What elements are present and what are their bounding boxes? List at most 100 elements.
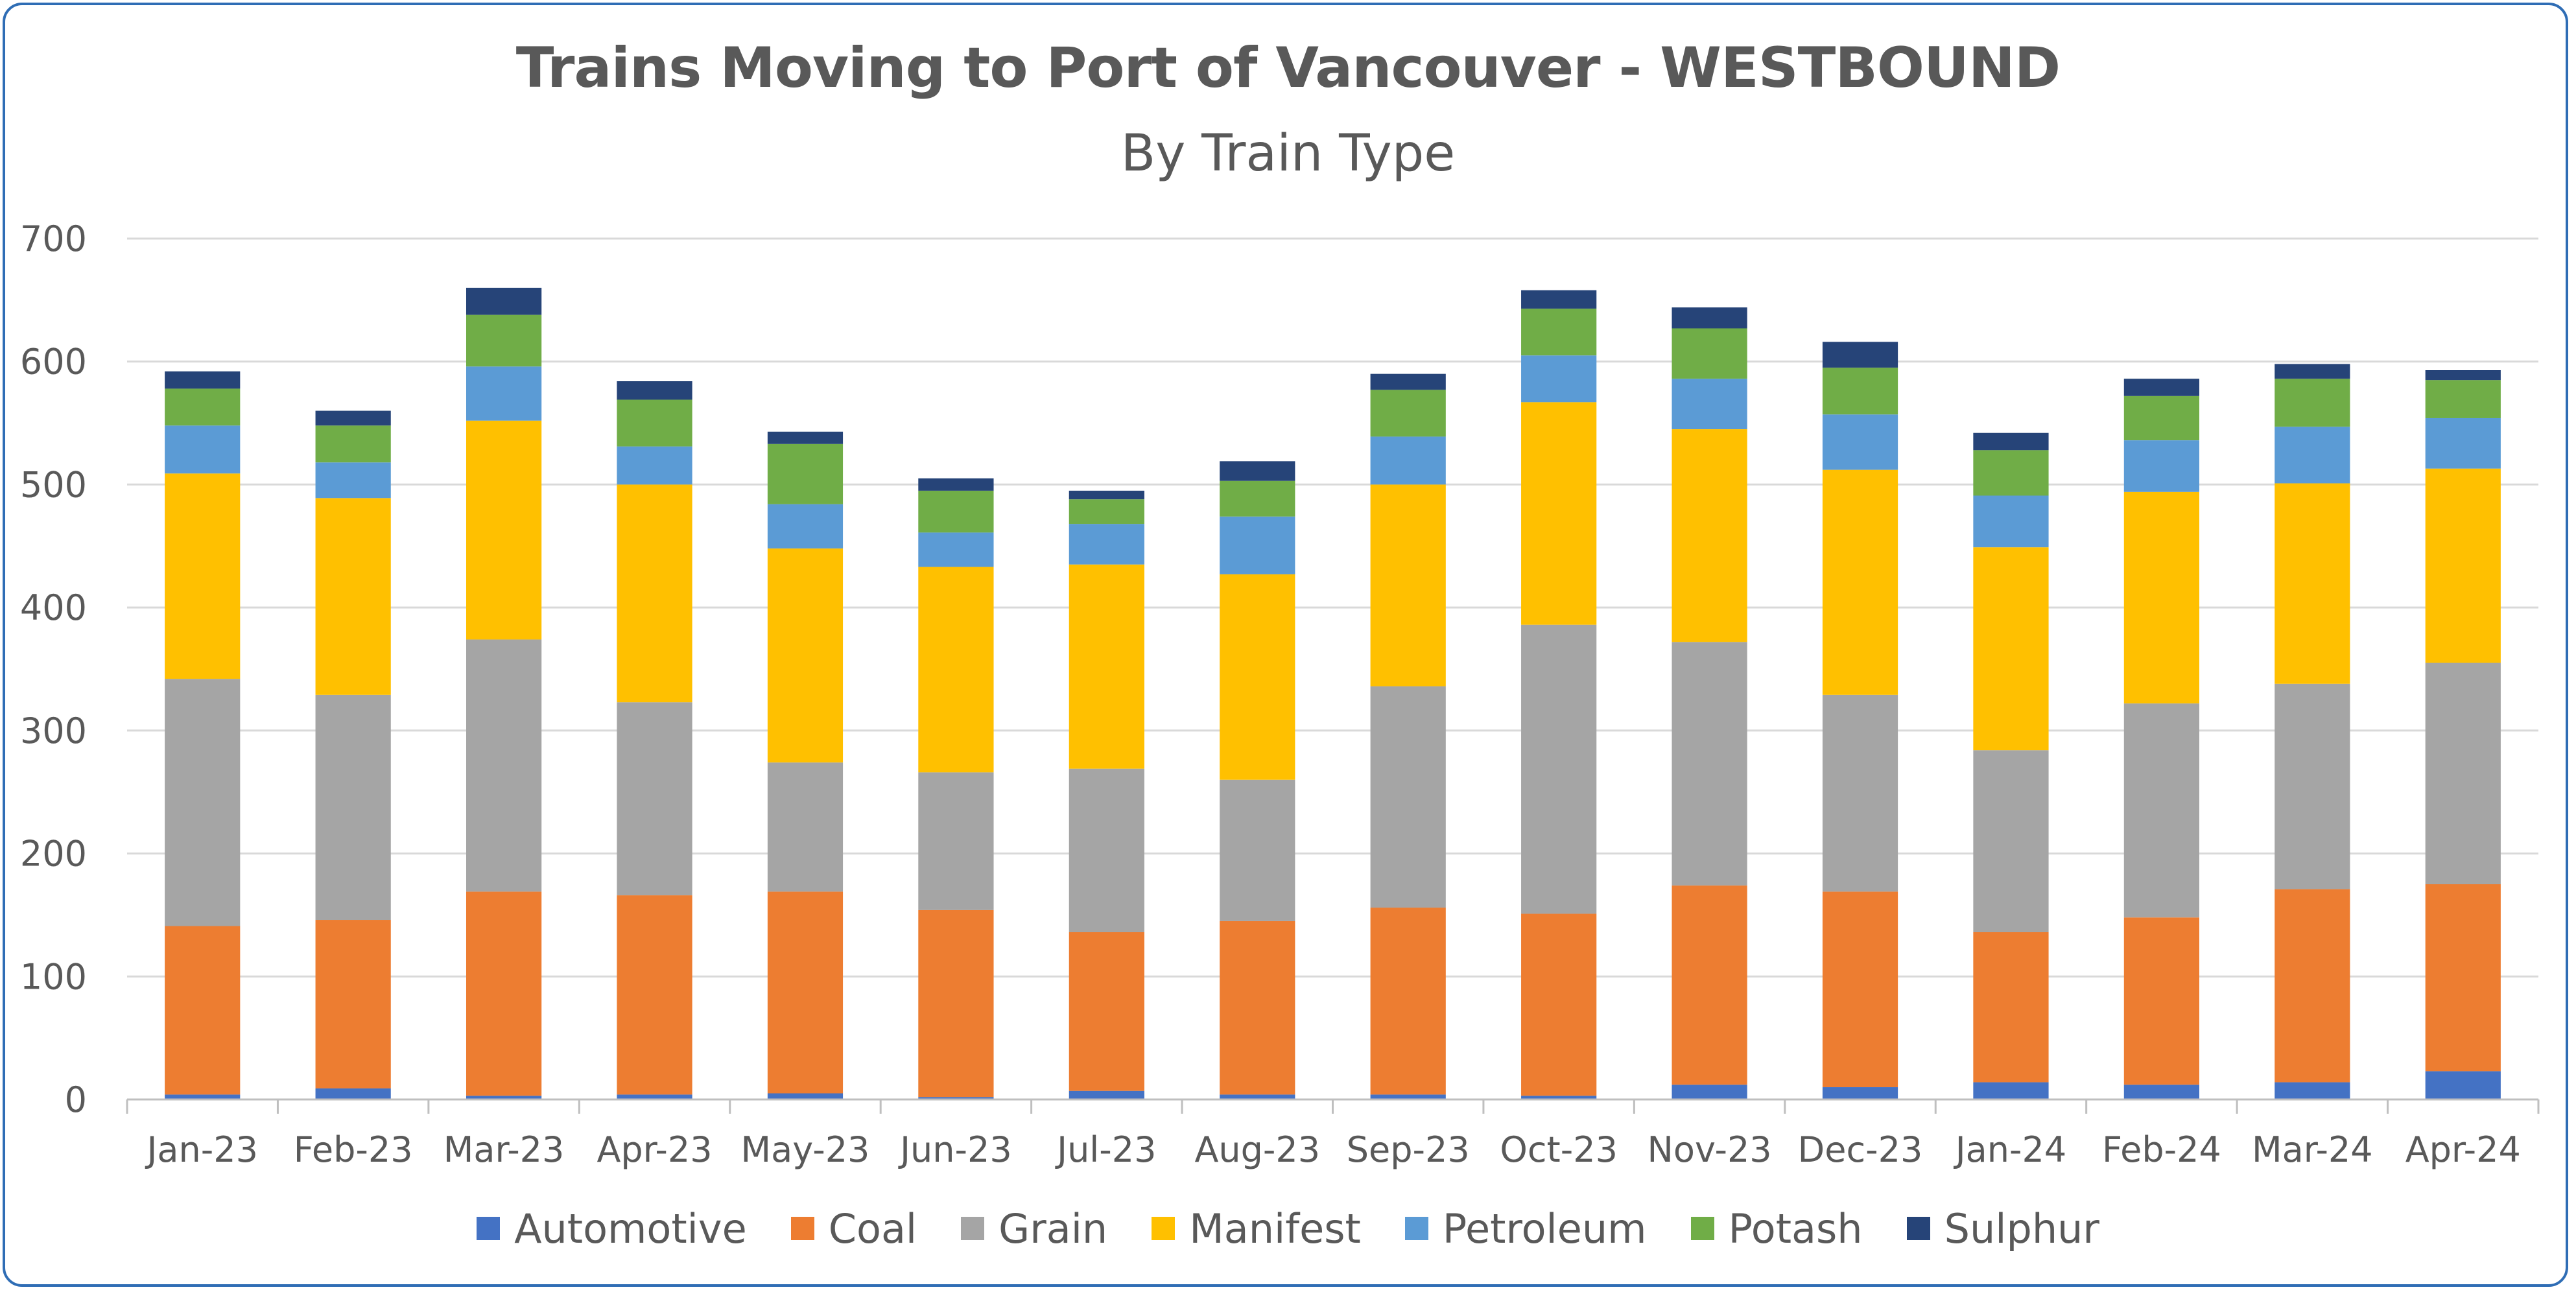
bar-segment-manifest: [1672, 429, 1747, 642]
bar-segment-petroleum: [2275, 427, 2350, 484]
bar-segment-potash: [1973, 450, 2049, 496]
x-tick-label: Nov-23: [1648, 1129, 1772, 1170]
bar-segment-grain: [1672, 642, 1747, 886]
bar-segment-grain: [1069, 768, 1144, 932]
bar-segment-petroleum: [466, 366, 542, 421]
bar-segment-manifest: [2275, 483, 2350, 684]
bar-segment-potash: [165, 388, 241, 426]
legend-label: Grain: [998, 1204, 1108, 1252]
bar-segment-potash: [1822, 368, 1898, 415]
bar-segment-petroleum: [315, 462, 391, 499]
bar-segment-manifest: [767, 548, 844, 763]
bar-segment-coal: [1822, 891, 1898, 1088]
bar-segment-sulphur: [767, 431, 844, 444]
legend-item-grain: Grain: [961, 1205, 1107, 1252]
bar-segment-manifest: [617, 484, 692, 703]
bar-segment-automotive: [918, 1097, 994, 1099]
bar-segment-potash: [2275, 379, 2350, 427]
bar-segment-coal: [918, 910, 994, 1098]
x-tick-label: Feb-24: [2102, 1129, 2221, 1170]
bar-segment-automotive: [1370, 1094, 1446, 1099]
y-axis-ticks: 0 100 200 300 400 500 600 700: [20, 218, 87, 1120]
bar-segment-manifest: [1973, 547, 2049, 751]
bar-segment-automotive: [617, 1094, 692, 1099]
bar-segment-coal: [617, 895, 692, 1095]
legend-label: Automotive: [514, 1204, 747, 1252]
bar-segment-grain: [1220, 779, 1295, 921]
x-tick-label: Jan-23: [145, 1129, 257, 1170]
bar-segment-potash: [466, 314, 542, 367]
bar-segment-petroleum: [767, 504, 844, 549]
bar-segment-automotive: [1069, 1090, 1144, 1099]
bar-segment-petroleum: [1370, 436, 1446, 485]
bar-segment-coal: [767, 891, 844, 1094]
bar-segment-potash: [918, 490, 994, 533]
bar-segment-coal: [1069, 932, 1144, 1091]
y-tick-label: 200: [20, 834, 87, 875]
bar-segment-potash: [1370, 390, 1446, 437]
legend-swatch: [790, 1217, 814, 1240]
x-tick-label: Mar-24: [2252, 1129, 2373, 1170]
bar-segment-coal: [466, 891, 542, 1096]
bar-segment-automotive: [1521, 1096, 1597, 1099]
legend-swatch: [1404, 1217, 1428, 1240]
bar-segment-coal: [1521, 913, 1597, 1096]
bar-segment-automotive: [1973, 1082, 2049, 1099]
x-tick-label: Mar-23: [443, 1129, 565, 1170]
bar-segment-automotive: [165, 1094, 241, 1099]
bar-segment-sulphur: [918, 478, 994, 491]
bar-segment-sulphur: [165, 371, 241, 389]
bar-segment-sulphur: [617, 381, 692, 400]
bar-segment-sulphur: [1822, 342, 1898, 368]
bar-segment-coal: [1672, 885, 1747, 1085]
bar-segment-sulphur: [2275, 364, 2350, 379]
y-tick-label: 600: [20, 342, 87, 382]
legend-swatch: [477, 1217, 501, 1240]
bar-segment-grain: [617, 702, 692, 896]
bar-segment-grain: [466, 639, 542, 892]
bar-segment-grain: [2425, 663, 2501, 884]
x-tick-label: Apr-24: [2405, 1129, 2521, 1170]
x-tick-label: Apr-23: [597, 1129, 712, 1170]
chart-title: Trains Moving to Port of Vancouver - WES…: [515, 36, 2061, 100]
legend-swatch: [1152, 1217, 1176, 1240]
bar-segment-potash: [1220, 480, 1295, 517]
bar-segment-coal: [2123, 917, 2200, 1085]
bars: [165, 287, 2501, 1099]
bar-segment-coal: [315, 920, 391, 1088]
bar-segment-potash: [617, 399, 692, 447]
bar-segment-grain: [315, 694, 391, 921]
x-tick-label: Aug-23: [1194, 1129, 1320, 1170]
bar-segment-automotive: [2275, 1082, 2350, 1099]
bar-segment-petroleum: [1822, 414, 1898, 470]
legend-label: Sulphur: [1944, 1204, 2099, 1252]
bar-segment-sulphur: [315, 410, 391, 426]
bar-segment-grain: [1521, 624, 1597, 914]
legend-item-coal: Coal: [790, 1204, 917, 1252]
bar-segment-petroleum: [617, 446, 692, 485]
bar-segment-grain: [918, 772, 994, 910]
bar-segment-petroleum: [1521, 355, 1597, 403]
legend-label: Coal: [828, 1204, 917, 1252]
bar-segment-petroleum: [1069, 524, 1144, 565]
bar-segment-automotive: [466, 1096, 542, 1099]
x-tick-label: Jan-24: [1954, 1129, 2066, 1170]
bar-segment-potash: [315, 425, 391, 463]
legend-item-automotive: Automotive: [477, 1205, 747, 1252]
bar-segment-sulphur: [1370, 373, 1446, 390]
bar-segment-sulphur: [2425, 370, 2501, 381]
x-tick-label: Oct-23: [1500, 1129, 1618, 1170]
legend: Automotive Coal Grain Manifest Petroleum Pota…: [0, 1203, 2576, 1254]
bar-segment-manifest: [2123, 491, 2200, 704]
bar-segment-manifest: [1822, 469, 1898, 695]
bar-segment-grain: [1822, 694, 1898, 892]
bar-segment-automotive: [1672, 1085, 1747, 1099]
bar-segment-automotive: [2123, 1085, 2200, 1099]
bar-segment-petroleum: [1973, 495, 2049, 548]
bar-segment-automotive: [315, 1088, 391, 1099]
bar-segment-grain: [1973, 750, 2049, 932]
bar-segment-petroleum: [1220, 516, 1295, 574]
x-tick-label: Dec-23: [1798, 1129, 1923, 1170]
y-tick-label: 700: [20, 218, 87, 259]
